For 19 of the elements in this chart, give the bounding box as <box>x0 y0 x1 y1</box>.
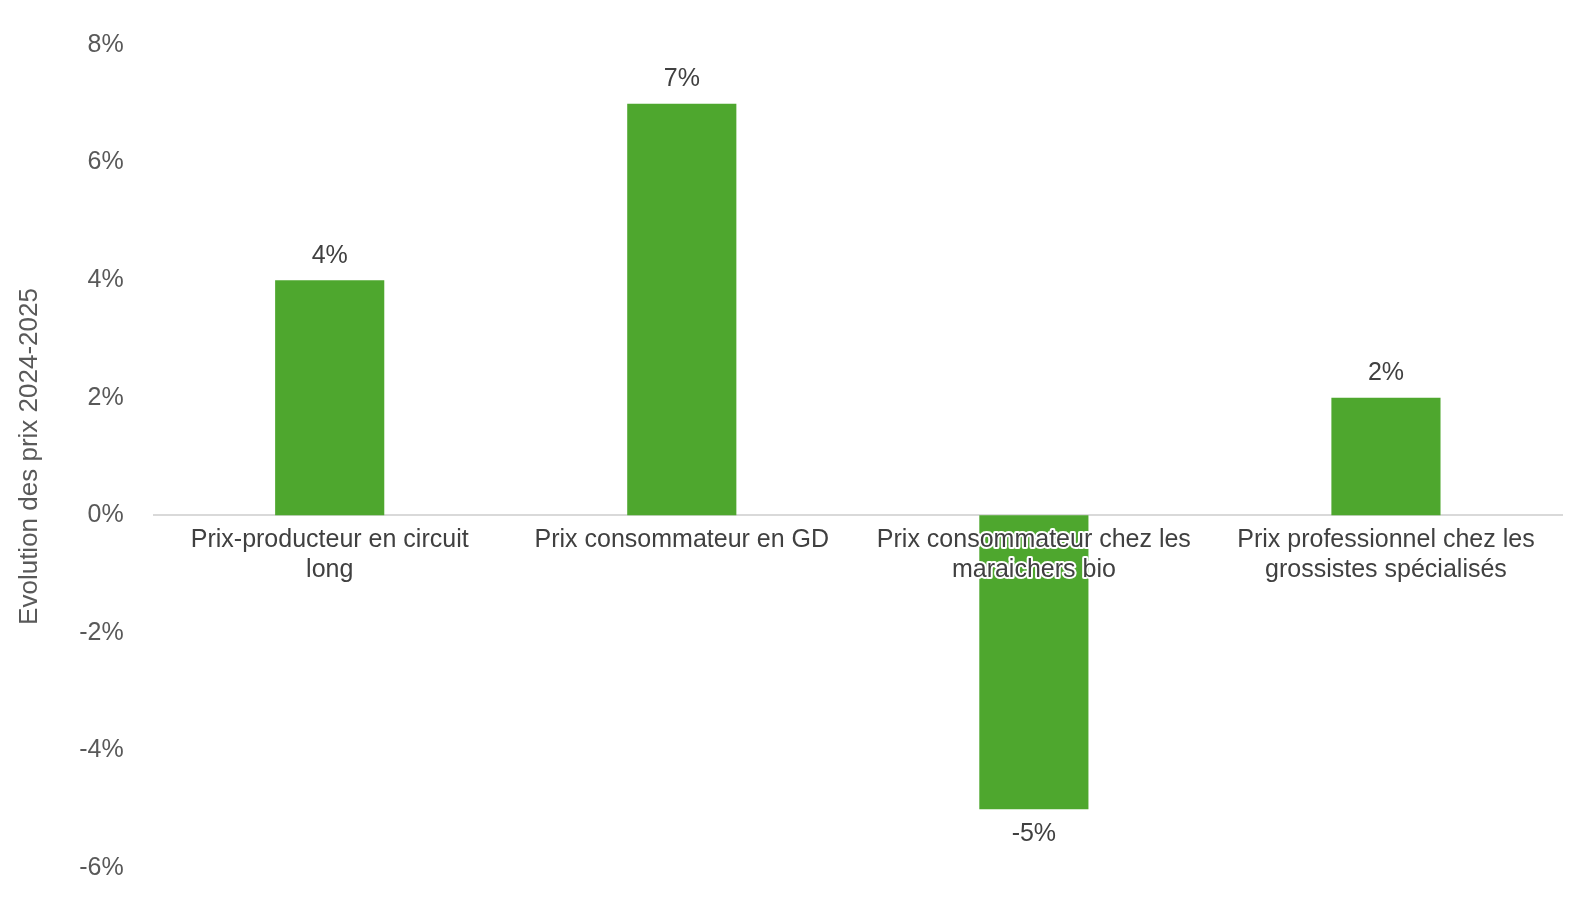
data-label: 2% <box>1367 357 1405 386</box>
x-tick-label: Prix-producteur en circuit long <box>190 523 469 582</box>
data-label: -5% <box>1011 817 1057 846</box>
y-tick-label: 8% <box>87 28 124 57</box>
y-tick-label: 2% <box>87 381 124 410</box>
bar <box>627 103 737 516</box>
data-label: 4% <box>311 239 348 268</box>
x-tick-label: Prix professionnel chez les grossistes spécialisés <box>1237 523 1535 582</box>
bar <box>1331 397 1441 516</box>
bar <box>275 280 385 516</box>
y-tick-label: -2% <box>79 616 124 645</box>
y-tick-label: 4% <box>87 264 124 293</box>
y-axis-title: Evolution des prix 2024-2025 <box>12 288 43 625</box>
y-tick-label: -4% <box>79 734 124 763</box>
data-label: 7% <box>663 63 700 92</box>
y-tick-label: 0% <box>87 499 124 528</box>
y-tick-label: 6% <box>87 146 124 175</box>
y-tick-label: -6% <box>79 851 124 880</box>
x-tick-label: Prix consommateur en GD <box>534 523 830 552</box>
